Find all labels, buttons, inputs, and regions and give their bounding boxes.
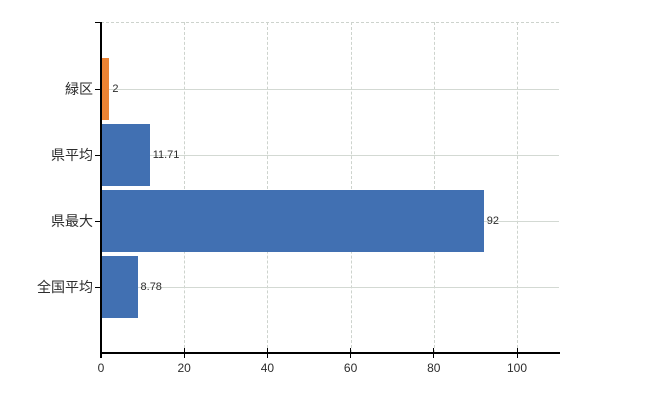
x-tick-label: 40 [260, 361, 275, 375]
h-gridline [101, 286, 559, 288]
x-tick-label: 60 [343, 361, 358, 375]
x-tick-label: 80 [427, 361, 441, 375]
x-tick [516, 348, 518, 358]
h-gridline [101, 154, 559, 156]
category-label: 県平均 [51, 147, 93, 163]
y-tick [95, 286, 101, 288]
plot-top-border [101, 22, 559, 23]
category-label: 緑区 [65, 81, 93, 97]
value-label: 8.78 [140, 281, 162, 293]
x-tick-label: 0 [97, 361, 105, 375]
value-label: 2 [112, 83, 119, 95]
y-axis-end-tick [95, 21, 101, 23]
h-gridline [101, 88, 559, 90]
value-label: 11.71 [152, 149, 180, 161]
x-tick-label: 20 [177, 361, 191, 375]
x-axis-line [100, 352, 560, 354]
x-tick [100, 348, 102, 358]
y-tick [95, 154, 101, 156]
x-tick [433, 348, 435, 358]
category-label: 全国平均 [37, 279, 93, 295]
y-axis-line [100, 22, 102, 358]
x-tick-label: 100 [506, 361, 528, 375]
v-gridline [267, 22, 269, 353]
v-gridline [433, 22, 435, 353]
x-tick [183, 348, 185, 358]
v-gridline [350, 22, 352, 353]
category-label: 県最大 [51, 213, 93, 229]
bar [101, 190, 484, 252]
x-tick [350, 348, 352, 358]
x-tick [266, 348, 268, 358]
v-gridline [517, 22, 518, 353]
y-tick [95, 220, 101, 222]
v-gridline [184, 22, 186, 353]
bar [101, 124, 150, 186]
value-label: 92 [486, 215, 499, 227]
y-tick [95, 88, 101, 90]
bar [101, 256, 138, 318]
bar [101, 58, 110, 120]
